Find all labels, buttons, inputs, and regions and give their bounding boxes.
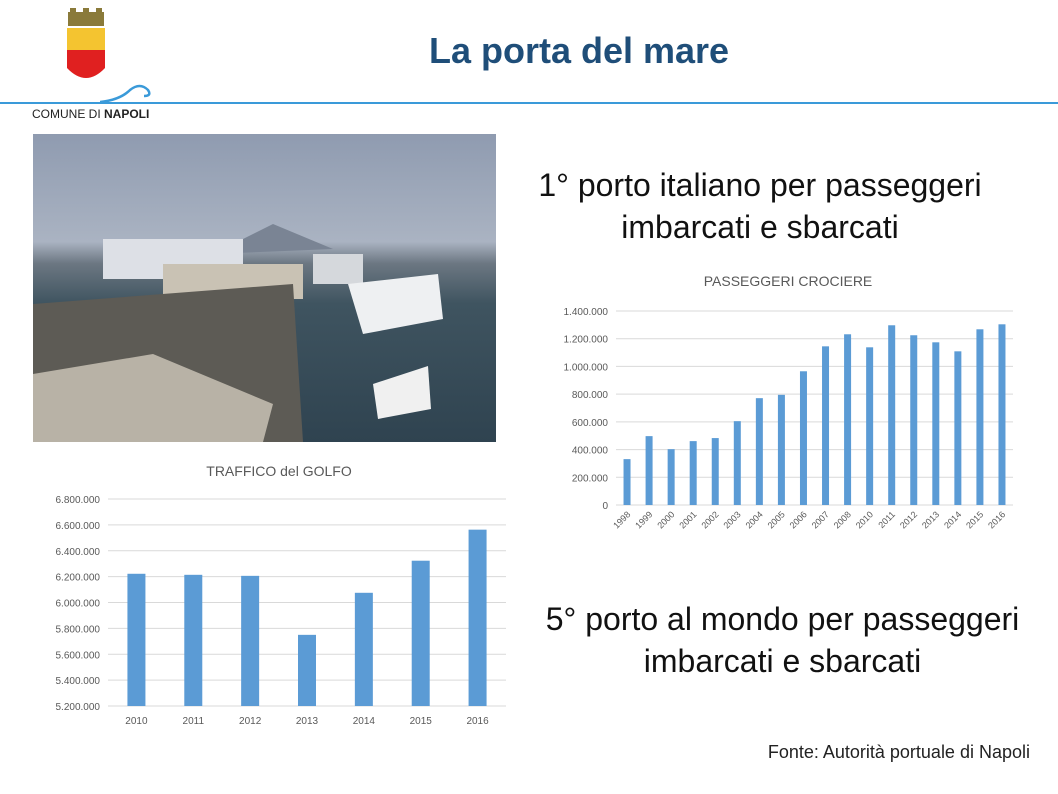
headline-world-line-1: 5° porto al mondo per passeggeri: [545, 601, 1020, 637]
traffico-golfo-chart: TRAFFICO del GOLFO 5.200.000 5.400.000 5.60…: [56, 463, 506, 727]
bar-2006: [799, 371, 807, 505]
x-tick-label: 2006: [788, 509, 809, 530]
headline-italy-line-1: 1° porto italiano per passeggeri: [538, 167, 982, 203]
x-tick-label: 2013: [296, 716, 319, 727]
port-photo: [33, 134, 496, 442]
y-tick-label: 200.000: [572, 473, 609, 484]
y-tick-label: 6.200.000: [56, 573, 101, 584]
x-tick-label: 2016: [466, 716, 489, 727]
bar-2002: [711, 438, 719, 505]
bar-2005: [777, 394, 785, 505]
naples-coat-of-arms-logo: [60, 8, 112, 91]
x-tick-label: 2004: [744, 509, 765, 530]
y-tick-label: 800.000: [572, 390, 609, 401]
x-tick-label: 2013: [920, 509, 941, 530]
x-tick-label: 2011: [183, 716, 205, 727]
y-tick-label: 6.600.000: [56, 521, 101, 532]
y-tick-label: 1.200.000: [564, 335, 609, 346]
passeggeri-crociere-chart: PASSEGGERI CROCIERE 0 200.000 400.000 600.00…: [564, 273, 1013, 531]
x-tick-label: 2011: [876, 509, 897, 530]
bar-2003: [733, 421, 741, 505]
x-tick-label: 2001: [677, 509, 698, 530]
chart-title: PASSEGGERI CROCIERE: [704, 273, 873, 289]
bar-2016: [468, 529, 487, 706]
bar-2014: [954, 351, 962, 505]
y-tick-label: 5.600.000: [56, 650, 101, 661]
bar-2010: [127, 573, 146, 706]
bar-2012: [910, 335, 918, 505]
x-tick-label: 1998: [611, 509, 632, 530]
header-rule: [0, 102, 1058, 104]
x-tick-label: 1999: [633, 509, 654, 530]
y-tick-label: 600.000: [572, 418, 609, 429]
x-tick-label: 2010: [854, 509, 875, 530]
x-tick-label: 2008: [832, 509, 853, 530]
x-tick-label: 2014: [353, 716, 376, 727]
headline-world-line-2: imbarcati e sbarcati: [643, 643, 922, 679]
bar-2008: [844, 334, 852, 505]
x-tick-label: 2003: [721, 509, 742, 530]
headline-world: 5° porto al mondo per passeggeri imbarca…: [525, 598, 1040, 682]
y-tick-label: 1.000.000: [564, 362, 609, 373]
y-tick-label: 6.400.000: [56, 547, 101, 558]
bar-2015: [976, 329, 984, 505]
x-tick-label: 2012: [239, 716, 262, 727]
headline-italy: 1° porto italiano per passeggeri imbarca…: [520, 164, 1000, 248]
x-tick-label: 2007: [810, 509, 831, 530]
y-tick-label: 5.200.000: [56, 702, 101, 713]
x-tick-label: 2016: [986, 509, 1007, 530]
bar-1999: [645, 436, 653, 505]
chart-title: TRAFFICO del GOLFO: [206, 463, 352, 479]
source-note: Fonte: Autorità portuale di Napoli: [767, 742, 1030, 762]
bar-2016: [998, 324, 1006, 505]
y-tick-label: 0: [602, 501, 608, 512]
x-tick-label: 2012: [898, 509, 919, 530]
y-tick-label: 1.400.000: [564, 307, 609, 318]
bar-2013: [298, 634, 316, 706]
bar-2004: [755, 398, 763, 505]
y-tick-label: 5.400.000: [56, 676, 101, 687]
bar-2012: [241, 575, 260, 706]
x-tick-label: 2015: [410, 716, 433, 727]
bar-2011: [184, 574, 203, 706]
x-tick-label: 2005: [766, 509, 787, 530]
comune-label: COMUNE DI NAPOLI: [32, 107, 150, 121]
bar-2014: [354, 592, 373, 706]
bar-2000: [667, 449, 675, 505]
page-title: La porta del mare: [428, 30, 730, 71]
bar-2007: [822, 346, 830, 505]
bar-2011: [888, 325, 896, 505]
bar-1998: [623, 459, 631, 505]
y-tick-label: 400.000: [572, 446, 609, 457]
headline-italy-line-2: imbarcati e sbarcati: [621, 209, 899, 245]
x-tick-label: 2014: [942, 509, 963, 530]
x-tick-label: 2010: [125, 716, 148, 727]
y-tick-label: 6.000.000: [56, 599, 101, 610]
bar-2010: [866, 347, 874, 505]
bar-2015: [411, 560, 430, 706]
bar-2001: [689, 441, 697, 505]
y-tick-label: 5.800.000: [56, 624, 101, 635]
wave-icon: [100, 84, 151, 104]
x-tick-label: 2000: [655, 509, 676, 530]
x-tick-label: 2002: [699, 509, 720, 530]
bar-2013: [932, 342, 940, 505]
y-tick-label: 6.800.000: [56, 495, 101, 506]
x-tick-label: 2015: [964, 509, 985, 530]
